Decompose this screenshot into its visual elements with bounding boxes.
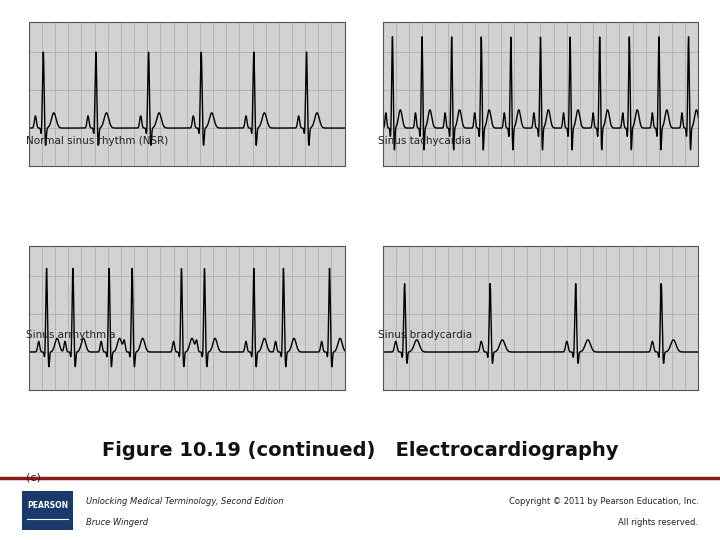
Text: Figure 10.19 (continued)   Electrocardiography: Figure 10.19 (continued) Electrocardiogr… xyxy=(102,441,618,461)
Text: Sinus tachycardia: Sinus tachycardia xyxy=(378,136,471,146)
Text: (c): (c) xyxy=(26,472,41,483)
Text: Copyright © 2011 by Pearson Education, Inc.: Copyright © 2011 by Pearson Education, I… xyxy=(508,497,698,505)
Text: Sinus bradycardia: Sinus bradycardia xyxy=(378,330,472,340)
Text: Normal sinus rhythm (NSR): Normal sinus rhythm (NSR) xyxy=(26,136,168,146)
Text: All rights reserved.: All rights reserved. xyxy=(618,518,698,527)
Text: Unlocking Medical Terminology, Second Edition: Unlocking Medical Terminology, Second Ed… xyxy=(86,497,284,505)
Text: PEARSON: PEARSON xyxy=(27,501,68,510)
Text: Bruce Wingerd: Bruce Wingerd xyxy=(86,518,148,527)
Text: Sinus arrhythmia: Sinus arrhythmia xyxy=(26,330,115,340)
